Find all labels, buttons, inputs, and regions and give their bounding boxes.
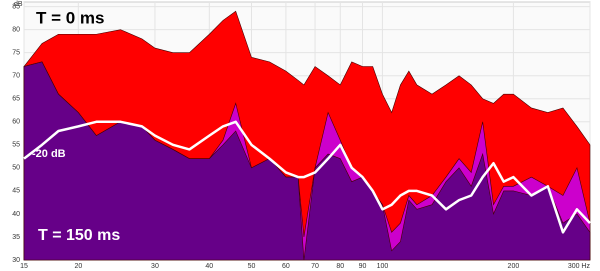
x-tick-label: 300 Hz xyxy=(568,263,591,270)
y-tick-label: 35 xyxy=(12,234,20,241)
y-tick-label: 65 xyxy=(12,96,20,103)
x-tick-label: 200 xyxy=(508,263,520,270)
y-tick-label: 30 xyxy=(12,257,20,264)
annotation: -20 dB xyxy=(32,148,66,160)
y-tick-label: 75 xyxy=(12,50,20,57)
line xyxy=(23,120,591,234)
y-tick-label: 60 xyxy=(12,119,20,126)
x-tick-label: 15 xyxy=(20,263,28,270)
x-tick-label: 20 xyxy=(74,263,82,270)
chart-title: T = 0 ms xyxy=(36,8,105,27)
x-tick-label: 90 xyxy=(359,263,367,270)
y-tick-label: 70 xyxy=(12,73,20,80)
x-tick-label: 60 xyxy=(282,263,290,270)
x-tick-label: 70 xyxy=(311,263,319,270)
y-tick-label: 80 xyxy=(12,26,20,33)
x-tick-label: 30 xyxy=(151,263,159,270)
y-tick-label: 85 xyxy=(12,3,20,10)
x-tick-label: 50 xyxy=(248,263,256,270)
y-tick-label: 40 xyxy=(12,211,20,218)
y-tick-label: 55 xyxy=(12,142,20,149)
y-tick-label: 45 xyxy=(12,188,20,195)
x-tick-label: 80 xyxy=(336,263,344,270)
y-axis-label: dB xyxy=(14,1,23,8)
y-tick-label: 50 xyxy=(12,165,20,172)
x-tick-label: 100 xyxy=(377,263,389,270)
area xyxy=(23,61,591,261)
x-tick-label: 40 xyxy=(205,263,213,270)
annotation: T = 150 ms xyxy=(38,227,120,244)
